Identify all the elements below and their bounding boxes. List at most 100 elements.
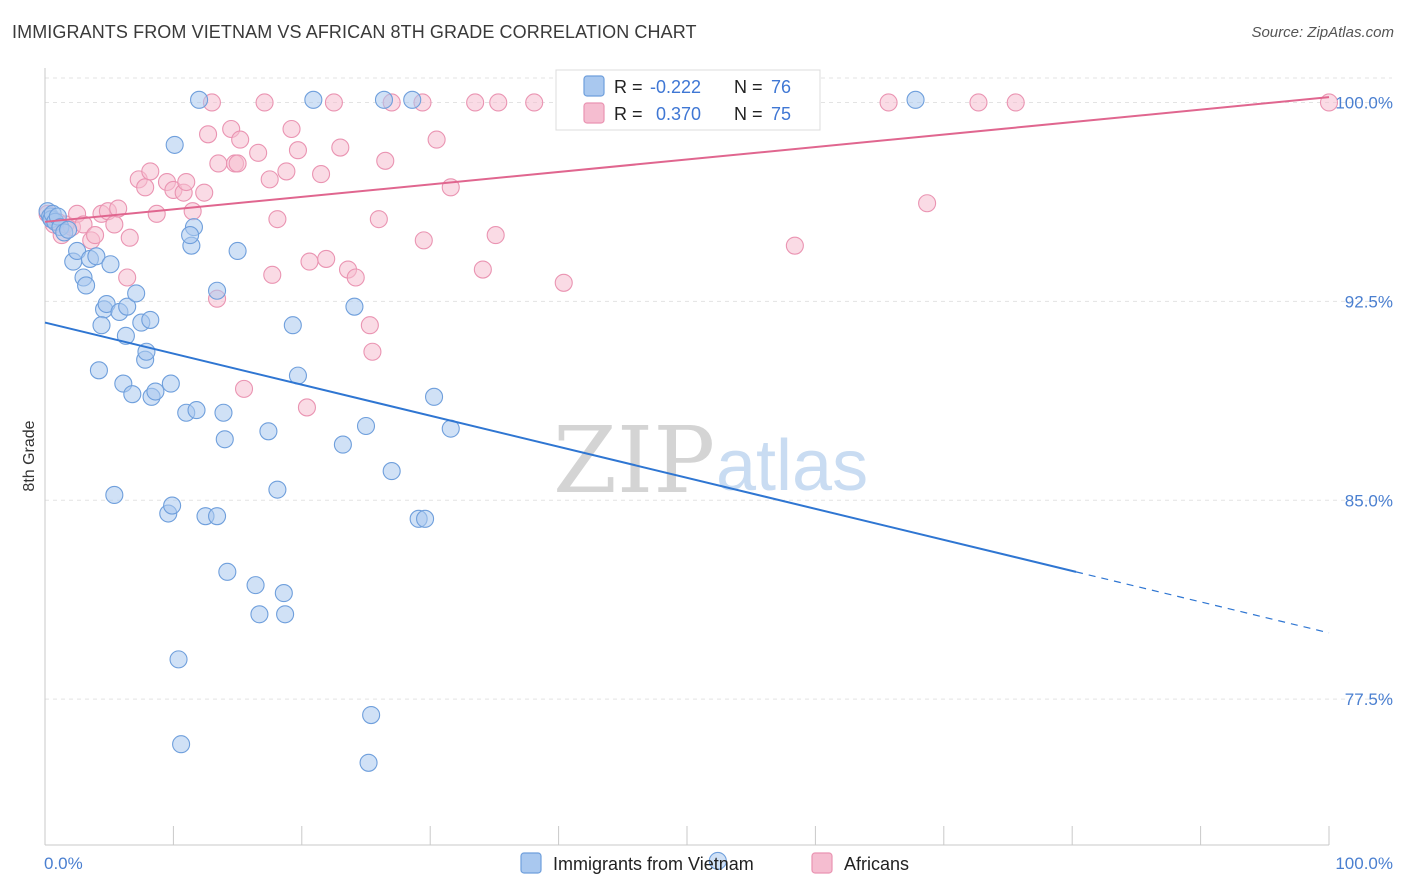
point-africans (282, 119, 301, 139)
point-vietnam (259, 422, 278, 441)
legend-n-value-africans: 75 (771, 104, 791, 124)
trend-line-vietnam (44, 321, 1077, 573)
point-vietnam (906, 90, 925, 109)
legend-r-label-vietnam: R = (614, 77, 643, 97)
x-tick-labels: 0.0% 100.0% (44, 854, 1393, 873)
point-vietnam (161, 374, 180, 393)
series-legend: Immigrants from Vietnam Africans (520, 852, 909, 874)
point-africans (105, 215, 124, 234)
point-vietnam (359, 753, 378, 772)
point-africans (228, 154, 247, 173)
point-vietnam (190, 90, 209, 109)
point-vietnam (101, 255, 120, 274)
trend-line-africans (44, 96, 1330, 223)
point-vietnam (416, 509, 435, 528)
point-africans (554, 273, 573, 292)
point-africans (199, 125, 218, 144)
point-africans (136, 178, 155, 197)
point-vietnam (105, 485, 124, 505)
point-africans (486, 226, 505, 245)
legend-swatch-africans (583, 102, 605, 124)
point-africans (195, 183, 214, 202)
point-vietnam (276, 605, 295, 624)
point-africans (249, 143, 268, 162)
point-vietnam (77, 276, 96, 295)
point-africans (141, 162, 160, 181)
y-axis-title: 8th Grade (21, 420, 38, 491)
point-vietnam (165, 135, 184, 154)
legend-n-label-africans: N = (734, 104, 763, 124)
point-vietnam (89, 361, 108, 380)
point-vietnam (187, 401, 206, 420)
point-africans (427, 130, 446, 149)
point-vietnam (268, 480, 287, 499)
point-africans (209, 154, 228, 173)
x-tick-label: 100.0% (1335, 854, 1393, 873)
legend-swatch-vietnam (583, 75, 605, 97)
point-vietnam (59, 220, 78, 239)
point-africans (120, 228, 139, 247)
bottom-legend-swatch-vietnam (520, 852, 542, 874)
point-vietnam (246, 576, 265, 595)
point-africans (525, 93, 544, 112)
stats-legend: R = -0.222 N = 76 R = 0.370 N = 75 (555, 69, 821, 131)
point-africans (346, 268, 365, 287)
data-points (38, 90, 1339, 870)
watermark-zip: ZIP (553, 407, 715, 514)
point-africans (331, 138, 350, 157)
point-africans (369, 210, 388, 229)
point-africans (473, 260, 492, 279)
point-vietnam (214, 403, 233, 422)
point-africans (177, 172, 196, 192)
legend-r-label-africans: R = (614, 104, 643, 124)
point-africans (363, 342, 382, 361)
point-vietnam (208, 281, 227, 300)
axes (44, 68, 1330, 846)
point-africans (288, 141, 307, 160)
bottom-legend-swatch-africans (811, 852, 833, 874)
point-vietnam (218, 562, 237, 581)
point-africans (255, 93, 274, 112)
point-africans (376, 151, 395, 170)
point-africans (300, 252, 319, 271)
point-africans (969, 93, 988, 112)
point-vietnam (356, 416, 376, 436)
point-vietnam (141, 310, 160, 329)
bottom-legend-label-africans: Africans (844, 854, 909, 874)
y-tick-label: 92.5% (1345, 292, 1393, 311)
point-africans (183, 202, 202, 221)
point-africans (260, 170, 279, 189)
point-africans (466, 93, 485, 112)
point-vietnam (97, 294, 116, 314)
point-vietnam (163, 496, 182, 515)
point-africans (489, 93, 508, 112)
point-vietnam (146, 382, 165, 401)
point-vietnam (123, 385, 142, 404)
point-vietnam (181, 226, 200, 245)
point-africans (317, 249, 336, 268)
point-vietnam (172, 735, 191, 754)
point-africans (147, 204, 166, 223)
legend-n-label-vietnam: N = (734, 77, 763, 97)
y-tick-label: 85.0% (1345, 491, 1393, 510)
x-tick-label: 0.0% (44, 854, 83, 873)
point-vietnam (215, 430, 234, 449)
y-tick-label: 100.0% (1335, 93, 1393, 112)
point-africans (312, 165, 331, 184)
point-vietnam (304, 90, 323, 109)
point-vietnam (169, 650, 188, 669)
point-africans (360, 316, 379, 335)
point-vietnam (127, 284, 146, 303)
point-vietnam (283, 316, 302, 335)
point-africans (263, 265, 282, 284)
point-vietnam (403, 90, 422, 109)
point-africans (297, 398, 316, 417)
point-vietnam (345, 297, 364, 316)
point-vietnam (228, 241, 247, 261)
source-label: Source: ZipAtlas.com (1251, 24, 1394, 41)
point-vietnam (208, 507, 227, 526)
watermark-atlas: atlas (716, 426, 868, 506)
legend-n-value-vietnam: 76 (771, 77, 791, 97)
legend-r-value-africans: 0.370 (656, 104, 701, 124)
